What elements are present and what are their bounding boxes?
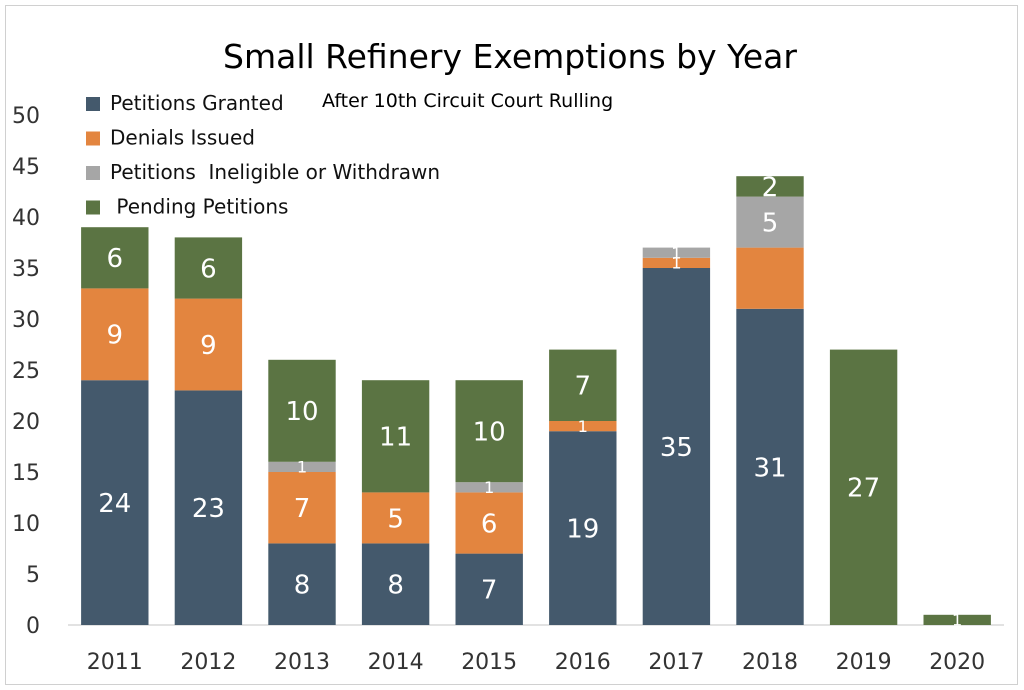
bar-value-label: 10 bbox=[473, 418, 506, 448]
y-tick-label: 40 bbox=[12, 206, 40, 231]
x-tick-label: 2019 bbox=[836, 650, 892, 675]
bar-segment bbox=[455, 553, 523, 625]
bar-value-label: 5 bbox=[762, 208, 779, 238]
x-tick-label: 2016 bbox=[555, 650, 611, 675]
x-tick-label: 2012 bbox=[180, 650, 236, 675]
bar-segment bbox=[81, 227, 149, 289]
bar-value-label: 1 bbox=[578, 417, 588, 436]
legend-swatch bbox=[86, 131, 100, 146]
y-tick-label: 20 bbox=[12, 410, 40, 435]
bar-segment bbox=[268, 461, 336, 472]
legend-label: Pending Petitions bbox=[110, 195, 288, 219]
bar-segment bbox=[268, 359, 336, 462]
bar-segment bbox=[455, 482, 523, 493]
chart-annotation: After 10th Circuit Court Rulling bbox=[322, 90, 613, 112]
y-tick-label: 10 bbox=[12, 512, 40, 537]
bar-value-label: 23 bbox=[192, 494, 225, 524]
x-tick-label: 2017 bbox=[648, 650, 704, 675]
bar-segment bbox=[736, 247, 804, 309]
bar-segment bbox=[174, 237, 243, 299]
bar-segment bbox=[829, 349, 898, 625]
bar-segment bbox=[268, 543, 336, 625]
y-axis: 0 5 10 15 20 25 30 35 40 45 50 bbox=[12, 104, 40, 639]
x-tick-label: 2011 bbox=[87, 650, 143, 675]
x-tick-label: 2014 bbox=[368, 650, 424, 675]
bar-segment bbox=[736, 176, 804, 197]
x-tick-label: 2020 bbox=[929, 650, 985, 675]
bar-value-label: 24 bbox=[98, 489, 131, 519]
bar-value-label: 1 bbox=[297, 458, 307, 477]
bar-segment bbox=[174, 390, 243, 625]
bar-segment bbox=[549, 431, 617, 625]
bar-value-label: 8 bbox=[387, 571, 404, 601]
legend-swatch bbox=[86, 166, 100, 180]
bar-value-label: 5 bbox=[387, 504, 404, 534]
bar-segment bbox=[81, 380, 149, 625]
x-tick-label: 2013 bbox=[274, 650, 330, 675]
bar-value-label: 1 bbox=[671, 244, 681, 263]
bar-value-label: 6 bbox=[481, 509, 498, 539]
bar-value-label: 9 bbox=[107, 321, 124, 351]
bar-segment bbox=[736, 308, 804, 625]
bar-value-label: 8 bbox=[294, 571, 311, 601]
bar-segment bbox=[549, 421, 617, 432]
bar-value-label: 11 bbox=[379, 423, 412, 453]
legend-label: Petitions Ineligible or Withdrawn bbox=[110, 160, 440, 184]
bar-segment bbox=[455, 380, 523, 483]
bar-segment bbox=[923, 614, 991, 625]
legend-swatch bbox=[86, 97, 100, 111]
bar-value-label: 1 bbox=[671, 254, 681, 273]
bar-value-label: 6 bbox=[107, 244, 124, 274]
bar-value-label: 2 bbox=[762, 172, 779, 203]
bar-value-label: 6 bbox=[200, 254, 217, 284]
legend-swatch bbox=[86, 200, 100, 215]
legend-label: Petitions Granted bbox=[110, 91, 284, 115]
bar-value-label: 19 bbox=[566, 514, 599, 544]
bar-segment bbox=[361, 380, 430, 493]
bar-value-label: 31 bbox=[753, 453, 786, 483]
bar-segment bbox=[361, 492, 430, 544]
bar-segment bbox=[736, 196, 804, 248]
bar-segment bbox=[642, 247, 711, 258]
y-tick-label: 25 bbox=[12, 359, 40, 384]
y-tick-label: 30 bbox=[12, 308, 40, 333]
bar-value-label: 27 bbox=[847, 474, 880, 504]
bar-segment bbox=[642, 268, 711, 625]
bar-value-label: 10 bbox=[285, 397, 318, 427]
legend: Petitions Granted Denials Issued Petitions… bbox=[86, 91, 440, 219]
y-tick-label: 15 bbox=[12, 461, 40, 486]
bar-value-label: 7 bbox=[294, 494, 311, 524]
legend-label: Denials Issued bbox=[110, 126, 255, 150]
x-axis: 2011 2012 2013 2014 2015 2016 2017 2018 2019 2020 bbox=[68, 624, 1004, 675]
bar-segment bbox=[642, 257, 711, 268]
bar-value-label: 9 bbox=[200, 331, 217, 361]
y-tick-label: 50 bbox=[12, 104, 40, 129]
bar-value-label: 35 bbox=[660, 433, 693, 463]
bar-segment bbox=[549, 349, 617, 421]
bar-segment bbox=[81, 288, 149, 381]
y-tick-label: 5 bbox=[26, 563, 40, 588]
x-tick-label: 2015 bbox=[461, 650, 517, 675]
bar-value-label: 7 bbox=[481, 576, 498, 606]
bars bbox=[81, 176, 991, 625]
bar-value-label: 7 bbox=[575, 372, 592, 402]
y-tick-label: 45 bbox=[12, 155, 40, 180]
bar-segment bbox=[361, 543, 430, 625]
bar-segment bbox=[455, 492, 523, 554]
y-tick-label: 35 bbox=[12, 257, 40, 282]
chart-title: Small Refinery Exemptions by Year bbox=[223, 37, 797, 76]
y-tick-label: 0 bbox=[26, 614, 40, 639]
bar-value-label: 1 bbox=[952, 611, 962, 630]
bar-value-label: 1 bbox=[484, 478, 494, 497]
bar-segment bbox=[268, 472, 336, 544]
x-tick-label: 2018 bbox=[742, 650, 798, 675]
bar-segment bbox=[174, 298, 243, 391]
